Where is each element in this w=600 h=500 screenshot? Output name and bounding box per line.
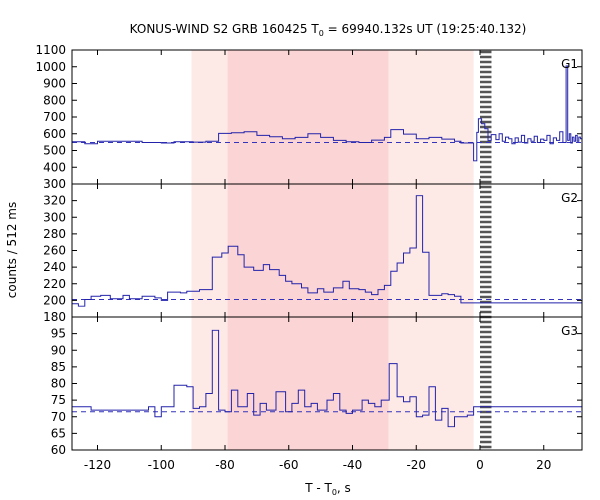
g2-y-tick-label: 260 [43, 244, 66, 258]
panel-g3: 60 65 70 75 80 85 90 95 G3 [51, 316, 583, 457]
g3-y-tick-label: 95 [51, 327, 66, 341]
g1-y-tick-label: 400 [43, 160, 66, 174]
x-tick-label: -120 [84, 458, 111, 472]
g2-y-tick-label: 280 [43, 227, 66, 241]
g1-y-tick-label: 1100 [35, 43, 66, 57]
chart-title: KONUS-WIND S2 GRB 160425 T0 = 69940.132s… [130, 22, 527, 38]
g1-y-tick-label: 1000 [35, 60, 66, 74]
g1-y-tick-label: 600 [43, 127, 66, 141]
shaded-interval-2 [227, 50, 389, 450]
g3-y-tick-label: 65 [51, 426, 66, 440]
y-axis-label: counts / 512 ms [5, 202, 19, 298]
shaded-interval-3 [388, 50, 474, 450]
g3-light-curve [72, 330, 582, 426]
g3-y-tick-label: 80 [51, 377, 66, 391]
x-tick-label: -80 [215, 458, 235, 472]
x-tick-label: -60 [279, 458, 299, 472]
g3-y-tick-label: 90 [51, 343, 66, 357]
x-axis-label: T - T0, s [304, 481, 351, 497]
shaded-interval-1 [191, 50, 228, 450]
g2-y-tick-label: 180 [43, 310, 66, 324]
g2-light-curve [72, 196, 582, 307]
x-tick-label: -40 [343, 458, 363, 472]
g1-y-tick-label: 500 [43, 144, 66, 158]
g3-y-tick-label: 60 [51, 443, 66, 457]
g1-y-tick-label: 900 [43, 77, 66, 91]
panel-label-g1: G1 [561, 57, 578, 71]
g1-light-curve [72, 66, 582, 161]
g2-y-tick-label: 240 [43, 260, 66, 274]
panel-label-g2: G2 [561, 191, 578, 205]
plot-area: 30040050060070080090010001100G1180200220… [35, 43, 583, 472]
g1-y-tick-label: 300 [43, 177, 66, 191]
g1-y-tick-label: 800 [43, 93, 66, 107]
g3-y-tick-label: 70 [51, 410, 66, 424]
g2-y-tick-label: 200 [43, 293, 66, 307]
x-tick-label: 20 [536, 458, 551, 472]
panel-label-g3: G3 [561, 324, 578, 338]
g3-y-tick-label: 75 [51, 393, 66, 407]
x-tick-label: -100 [148, 458, 175, 472]
g2-y-tick-label: 320 [43, 194, 66, 208]
g2-y-tick-label: 220 [43, 277, 66, 291]
x-tick-label: -20 [406, 458, 426, 472]
g3-y-tick-label: 85 [51, 360, 66, 374]
trigger-marker-bg [480, 50, 492, 450]
x-tick-label: 0 [476, 458, 484, 472]
g1-y-tick-label: 700 [43, 110, 66, 124]
g2-y-tick-label: 300 [43, 210, 66, 224]
